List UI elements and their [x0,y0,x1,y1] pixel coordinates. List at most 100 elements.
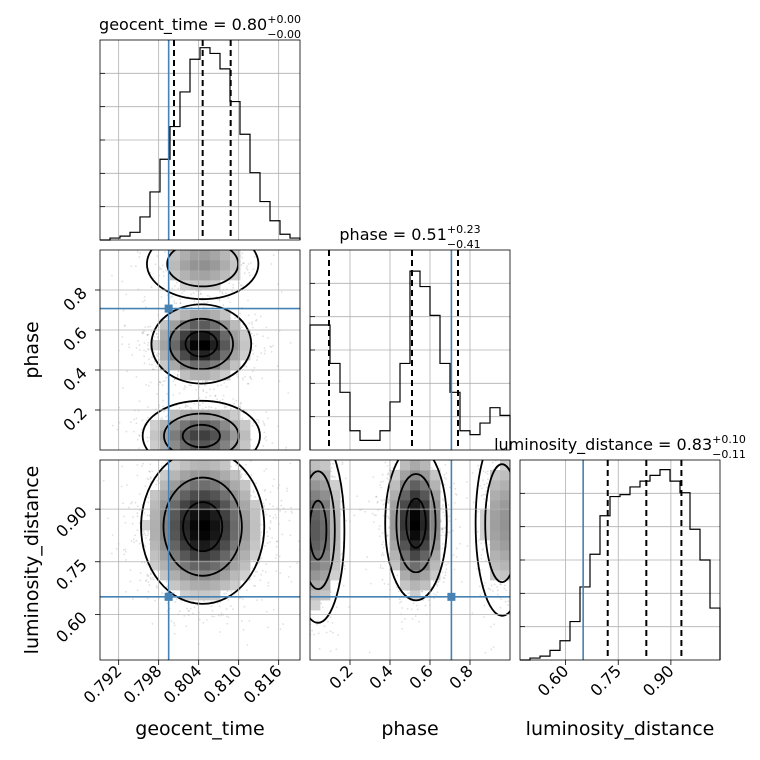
sample-point [136,241,138,243]
density-cell [240,440,251,450]
sample-point [199,241,201,243]
density-cell [210,480,221,491]
sample-point [122,549,125,551]
sample-point [135,417,138,420]
sample-point [270,263,273,265]
sample-point [168,454,170,456]
sample-point [248,464,250,466]
sample-point [155,585,158,587]
sample-point [242,262,244,265]
sample-point [213,229,215,231]
sample-point [285,446,288,449]
sample-point [207,219,209,221]
sample-point [196,453,198,455]
sample-point [263,431,266,434]
density-cell [200,410,211,421]
sample-point [452,554,455,556]
sample-point [206,451,208,453]
density-cell [220,310,231,321]
density-cell [150,560,161,571]
sample-point [396,453,398,455]
density-cell [220,430,231,441]
sample-point [179,298,182,301]
sample-point [269,521,272,524]
sample-point [229,450,231,452]
sample-point [236,373,238,376]
sample-point [183,455,185,457]
sample-point [432,580,435,583]
density-cell [170,460,181,471]
density-cell [220,510,231,521]
density-cell [220,360,231,371]
sample-point [202,454,204,456]
sample-point [147,574,150,577]
sample-point [147,478,150,481]
sample-point [236,376,239,378]
sample-point [504,600,507,603]
sample-point [135,447,137,449]
sample-point [136,464,139,466]
sample-point [263,504,266,507]
sample-point [272,254,275,257]
density-cell [220,560,231,571]
density-cell [210,560,221,571]
density-cell [210,370,221,381]
density-cell [210,440,221,450]
sample-point [151,356,154,359]
sample-point [304,495,306,497]
sample-point [183,453,185,455]
density-cell [190,490,201,501]
density-cell [230,580,241,591]
sample-point [235,464,238,466]
density-cell [220,550,231,561]
sample-point [251,349,254,352]
density-cell [240,520,251,531]
density-cell [200,510,211,521]
density-cell [170,500,181,511]
sample-point [143,330,145,333]
sample-point [153,336,156,338]
sample-point [203,241,205,243]
sample-point [159,268,161,271]
density-cell [190,500,201,511]
sample-point [146,436,149,439]
sample-point [268,526,271,529]
sample-point [276,507,279,510]
sample-point [227,453,229,455]
density-cell [210,580,221,591]
sample-point [220,455,222,457]
sample-point [274,556,277,559]
density-cell [150,420,161,431]
density-cell [190,520,201,531]
sample-point [247,382,250,385]
sample-point [166,392,169,395]
sample-point [267,535,269,538]
sample-point [230,590,233,593]
sample-point [224,292,227,295]
sample-point [143,342,146,345]
sample-point [171,287,174,290]
sample-point [164,452,166,454]
sample-point [158,246,160,248]
sample-point [134,534,137,537]
density-cell [220,320,231,331]
sample-point [199,452,201,454]
density-panel-geocent_time-luminosity_distance [102,447,300,646]
sample-point [225,406,228,408]
sample-point [191,241,193,243]
density-cell [200,540,211,551]
sample-point [173,299,176,302]
sample-point [155,333,158,336]
density-layer [102,219,510,660]
sample-point [199,243,201,245]
density-cell [210,260,221,271]
sample-point [376,501,379,504]
sample-point [242,628,245,631]
sample-point [156,355,159,358]
density-cell [190,360,201,371]
sample-point [147,326,150,328]
sample-point [152,484,154,486]
sample-point [143,355,146,358]
sample-point [290,506,292,509]
density-cell [160,490,171,501]
